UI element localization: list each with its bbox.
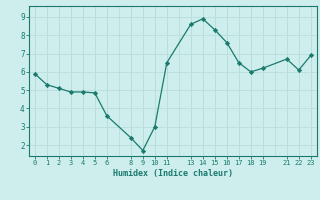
X-axis label: Humidex (Indice chaleur): Humidex (Indice chaleur) (113, 169, 233, 178)
